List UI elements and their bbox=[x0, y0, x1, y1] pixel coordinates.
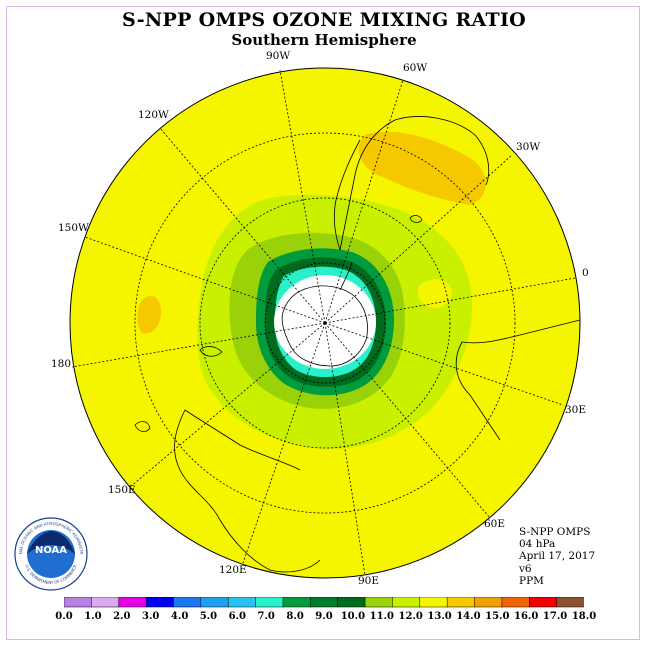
colorbar-tick-label: 16.0 bbox=[514, 611, 539, 622]
lon-label-60e: 60E bbox=[484, 518, 506, 530]
info-version: v6 bbox=[519, 562, 532, 575]
colorbar-swatch bbox=[91, 597, 120, 608]
lon-label-120e: 120E bbox=[219, 564, 247, 576]
meridian-60e bbox=[324, 322, 491, 519]
australia-coastline bbox=[174, 409, 321, 573]
info-date: April 17, 2017 bbox=[519, 550, 596, 563]
colorbar-swatch bbox=[310, 597, 339, 608]
colorbar bbox=[64, 597, 584, 608]
meridian-60w bbox=[324, 79, 404, 324]
colorbar-swatch bbox=[556, 597, 584, 608]
colorbar-tick-label: 4.0 bbox=[170, 611, 189, 622]
colorbar-swatch bbox=[227, 597, 257, 608]
meridian-30w bbox=[324, 154, 513, 324]
island-outline bbox=[134, 421, 151, 432]
noaa-logo-text: NOAA bbox=[35, 545, 67, 556]
lon-label-60w: 60W bbox=[403, 62, 428, 74]
lon-label-30w: 30W bbox=[516, 141, 541, 153]
colorbar-tick-label: 1.0 bbox=[84, 611, 102, 622]
colorbar-tick-label: 17.0 bbox=[542, 611, 568, 622]
colorbar-tick-label: 5.0 bbox=[199, 611, 218, 622]
colorbar-swatch bbox=[255, 597, 284, 608]
latitude-circle-inner bbox=[264, 262, 386, 384]
colorbar-tick-label: 3.0 bbox=[141, 611, 160, 622]
graticule bbox=[71, 69, 576, 576]
colorbar-swatch bbox=[529, 597, 558, 608]
new-zealand-coastline bbox=[199, 346, 223, 357]
colorbar-tick-label: 14.0 bbox=[456, 611, 481, 622]
meridian-90e bbox=[324, 322, 366, 576]
colorbar-tick-label: 12.0 bbox=[398, 611, 423, 622]
antarctica-coastline bbox=[281, 285, 368, 367]
colorbar-swatch bbox=[64, 597, 93, 608]
info-level: 04 hPa bbox=[519, 538, 556, 551]
meridian-90w bbox=[279, 69, 326, 324]
antarctic-peninsula bbox=[339, 261, 353, 291]
south-america-coastline bbox=[339, 116, 490, 251]
latitude-circle-middle bbox=[199, 197, 451, 449]
colorbar-tick-label: 6.0 bbox=[228, 611, 246, 622]
lon-label-30e: 30E bbox=[565, 404, 587, 416]
colorbar-tick-label: 18.0 bbox=[571, 611, 597, 622]
colorbar-swatch bbox=[118, 597, 147, 608]
colorbar-tick-label: 2.0 bbox=[113, 611, 131, 622]
lon-label-120w: 120W bbox=[138, 109, 169, 121]
meridian-180 bbox=[71, 322, 326, 368]
lon-label-150e: 150E bbox=[108, 484, 136, 496]
colorbar-swatch bbox=[282, 597, 311, 608]
colorbar-tick-label: 10.0 bbox=[340, 611, 366, 622]
colorbar-swatch bbox=[173, 597, 202, 608]
map-border bbox=[69, 67, 581, 579]
latitude-circle-outer bbox=[134, 132, 516, 514]
colorbar-swatch bbox=[364, 597, 394, 608]
lon-label-90e: 90E bbox=[358, 575, 380, 587]
colorbar-tick-label: 9.0 bbox=[315, 611, 333, 622]
map-subtitle: Southern Hemisphere bbox=[231, 31, 417, 49]
product-info: S-NPP OMPS 04 hPa April 17, 2017 v6 PPM bbox=[519, 526, 595, 587]
map-title: S-NPP OMPS OZONE MIXING RATIO bbox=[121, 9, 527, 31]
info-instrument: S-NPP OMPS bbox=[519, 526, 591, 538]
colorbar-tick-label: 7.0 bbox=[257, 611, 275, 622]
south-pole-marker bbox=[323, 321, 327, 325]
meridian-150e bbox=[129, 322, 326, 488]
colorbar-tick-label: 0.0 bbox=[55, 611, 73, 622]
colorbar-swatch bbox=[446, 597, 476, 608]
meridian-120w bbox=[159, 127, 326, 324]
lon-label-150w: 150W bbox=[58, 222, 89, 234]
meridian-30e bbox=[324, 322, 564, 406]
info-units: PPM bbox=[519, 574, 544, 587]
noaa-logo: NOAA NATIONAL OCEANIC AND ATMOSPHERIC AD… bbox=[14, 517, 88, 591]
south-america-west-coast bbox=[333, 139, 361, 251]
africa-coastline bbox=[455, 319, 580, 441]
colorbar-tick-label: 11.0 bbox=[369, 611, 394, 622]
colorbar-swatch bbox=[337, 597, 366, 608]
colorbar-swatch bbox=[501, 597, 530, 608]
colorbar-swatch bbox=[200, 597, 229, 608]
colorbar-swatch bbox=[145, 597, 175, 608]
field-orange-patch-pacific bbox=[137, 295, 162, 334]
falkland-islands bbox=[409, 215, 423, 223]
colorbar-swatch bbox=[474, 597, 503, 608]
figure-frame bbox=[6, 6, 640, 640]
lon-label-180: 180 bbox=[51, 358, 72, 370]
field-yellow-island bbox=[417, 279, 452, 308]
colorbar-tick-label: 8.0 bbox=[286, 611, 304, 622]
field-orange-patch-south-america bbox=[358, 131, 486, 205]
lon-label-90w: 90W bbox=[266, 50, 291, 62]
meridian-150w bbox=[84, 236, 326, 324]
colorbar-tick-label: 13.0 bbox=[427, 611, 452, 622]
colorbar-tick-label: 15.0 bbox=[485, 611, 510, 622]
colorbar-swatch bbox=[392, 597, 421, 608]
noaa-bird-icon bbox=[27, 531, 75, 554]
lon-label-0: 0 bbox=[582, 267, 589, 279]
colorbar-swatch bbox=[419, 597, 448, 608]
